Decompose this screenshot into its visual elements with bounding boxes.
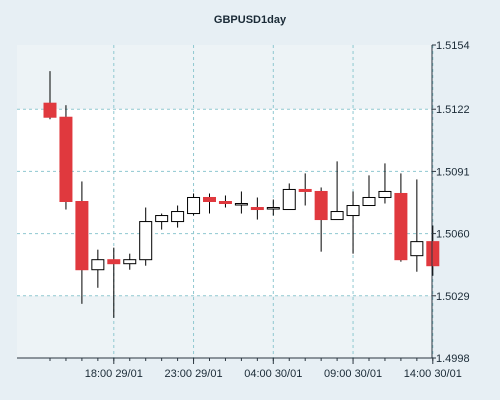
candle bbox=[298, 173, 312, 206]
candle bbox=[362, 175, 376, 207]
candle bbox=[394, 173, 408, 262]
candle bbox=[218, 195, 232, 208]
y-tick-label: 1.5154 bbox=[436, 40, 470, 52]
candles bbox=[43, 71, 440, 318]
candle bbox=[123, 253, 137, 270]
candle-body-down bbox=[107, 259, 121, 265]
candle-body-up bbox=[346, 205, 360, 217]
candle-body-up bbox=[234, 203, 248, 206]
candle-body-down bbox=[298, 188, 312, 192]
x-tick-label: 09:00 30/01 bbox=[324, 368, 382, 380]
candle bbox=[330, 161, 344, 221]
candle bbox=[426, 225, 440, 276]
candle bbox=[187, 193, 201, 216]
x-tick-label: 18:00 29/01 bbox=[85, 368, 143, 380]
y-tick-label: 1.5122 bbox=[436, 104, 470, 116]
x-tick-label: 04:00 30/01 bbox=[244, 368, 302, 380]
candle bbox=[234, 191, 248, 214]
candle bbox=[282, 183, 296, 211]
candle bbox=[410, 179, 424, 272]
candle-body-down bbox=[250, 207, 264, 211]
candle-body-down bbox=[203, 196, 216, 203]
candle bbox=[314, 187, 328, 252]
x-tick-label: 14:00 30/01 bbox=[404, 368, 462, 380]
candle bbox=[266, 199, 280, 216]
y-tick-label: 1.5029 bbox=[436, 291, 470, 303]
candle-body-up bbox=[187, 196, 201, 215]
candle-body-up bbox=[410, 241, 424, 257]
candle-body-up bbox=[155, 215, 169, 223]
plot-band-top bbox=[17, 45, 432, 110]
y-tick-label: 1.5091 bbox=[436, 166, 470, 178]
plot-band-bottom bbox=[17, 295, 432, 358]
candle bbox=[171, 205, 185, 228]
candle-body-up bbox=[123, 259, 137, 265]
candle bbox=[250, 197, 264, 220]
candle-body-down bbox=[218, 201, 232, 205]
candle-body-up bbox=[266, 207, 280, 210]
candle-body-up bbox=[139, 221, 153, 261]
candle bbox=[43, 71, 57, 120]
candle-body-up bbox=[282, 188, 296, 211]
candle-body-up bbox=[330, 211, 344, 221]
y-tick-label: 1.4998 bbox=[436, 353, 470, 365]
x-tick-label: 23:00 29/01 bbox=[164, 368, 222, 380]
axes: 1.4998 1.5029 1.5060 1.5091 1.5122 1.5154 18:0… bbox=[17, 40, 470, 380]
candle-body-down bbox=[59, 116, 73, 202]
candle bbox=[107, 247, 121, 318]
candle-body-up bbox=[378, 190, 392, 198]
candle-body-down bbox=[394, 192, 408, 261]
candle bbox=[91, 249, 105, 288]
candle-body-down bbox=[314, 190, 328, 221]
candle bbox=[378, 163, 392, 204]
candle bbox=[139, 207, 153, 266]
candle-body-up bbox=[91, 259, 105, 271]
candle bbox=[155, 213, 169, 230]
candle-body-up bbox=[362, 196, 376, 207]
chart-title: GBPUSD1day bbox=[214, 14, 287, 26]
y-tick-label: 1.5060 bbox=[436, 229, 470, 241]
candle-body-up bbox=[171, 211, 185, 223]
candle bbox=[203, 193, 216, 214]
candle-body-down bbox=[75, 201, 89, 271]
candle-body-down bbox=[43, 102, 57, 118]
candle bbox=[346, 191, 360, 254]
candle-body-down bbox=[426, 241, 440, 267]
candle bbox=[75, 181, 89, 304]
candle bbox=[59, 105, 73, 210]
